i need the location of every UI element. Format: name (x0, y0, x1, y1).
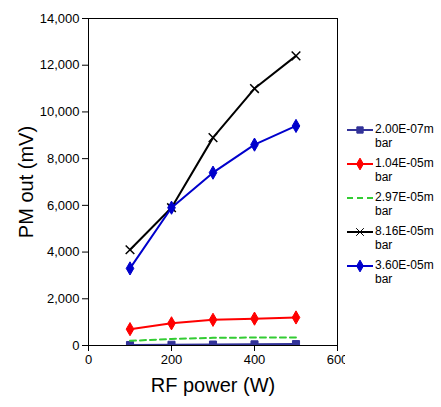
svg-text:10,000: 10,000 (40, 104, 80, 119)
svg-text:12,000: 12,000 (40, 57, 80, 72)
svg-text:400: 400 (244, 352, 266, 367)
svg-text:200: 200 (161, 352, 183, 367)
svg-text:0: 0 (72, 338, 79, 353)
html-text:2.97E-05mbar: 2.97E-05mbar (375, 189, 434, 218)
svg-text:8,000: 8,000 (47, 151, 80, 166)
svg-text:2,000: 2,000 (47, 291, 80, 306)
svg-text:600: 600 (327, 352, 345, 367)
html-text:1.04E-05mbar: 1.04E-05mbar (375, 155, 434, 184)
html-text:3.60E-05mbar: 3.60E-05mbar (375, 257, 434, 286)
svg-text:14,000: 14,000 (40, 11, 80, 26)
svg-text:4,000: 4,000 (47, 244, 80, 259)
svg-text:6,000: 6,000 (47, 198, 80, 213)
svg-text:RF power (W): RF power (W) (151, 374, 275, 396)
html-text:8.16E-05mbar: 8.16E-05mbar (375, 223, 434, 252)
html-text:2.00E-07mbar: 2.00E-07mbar (375, 121, 434, 150)
svg-text:0: 0 (85, 352, 92, 367)
svg-text:PM out (mV): PM out (mV) (15, 126, 37, 238)
